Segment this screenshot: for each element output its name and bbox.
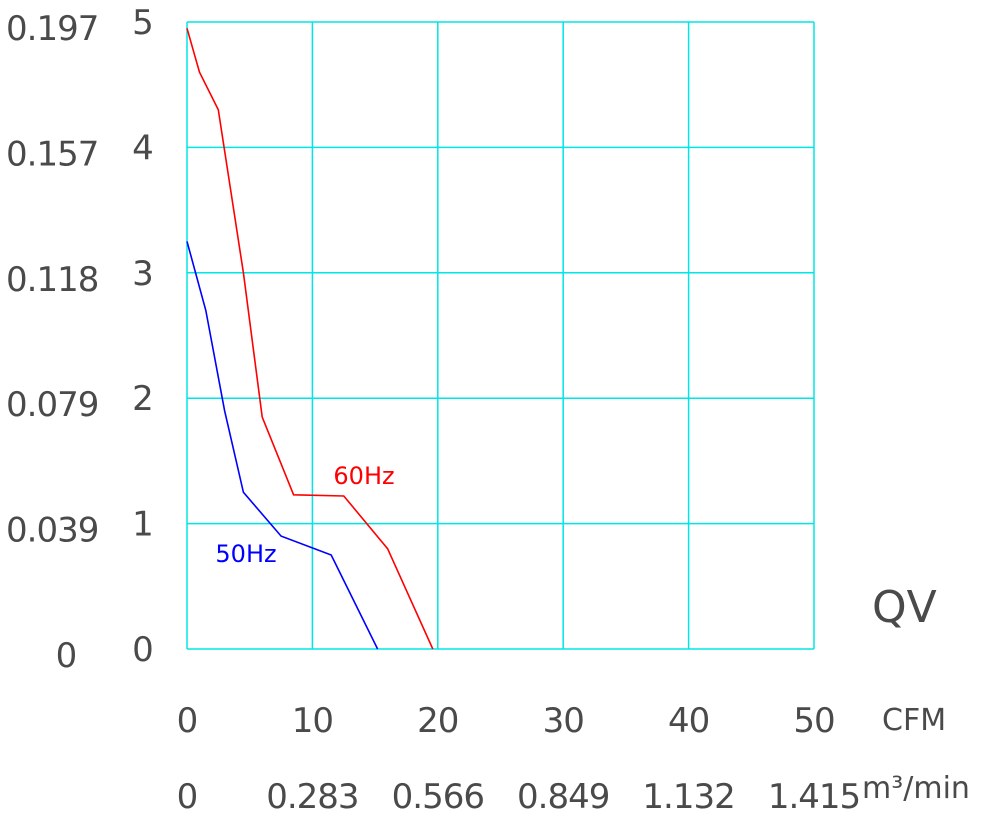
y-secondary-tick-label: 0	[56, 636, 77, 676]
y-secondary-tick-label: 0.197	[6, 9, 98, 49]
series-line-50hz	[186, 241, 379, 650]
y-tick-label: 5	[132, 3, 154, 43]
y-tick-label: 1	[132, 505, 154, 545]
x-unit-label: CFM	[882, 703, 946, 738]
x-tick-label: 20	[417, 701, 458, 741]
y-tick-label: 2	[132, 379, 154, 419]
y-tick-label: 4	[132, 128, 154, 168]
series-lines	[186, 28, 434, 650]
x-secondary-tick-label: 0.849	[517, 777, 609, 817]
series-label-50hz: 50Hz	[215, 540, 276, 568]
x-secondary-tick-label: 0.283	[266, 777, 358, 817]
x-secondary-tick-label: 1.132	[642, 777, 734, 817]
y-tick-label: 0	[132, 630, 154, 670]
x-tick-label: 0	[177, 701, 198, 741]
x-tick-label: 50	[793, 701, 834, 741]
x-secondary-unit-label: m³/min	[862, 771, 970, 806]
series-line-60hz	[186, 28, 434, 650]
x-secondary-tick-label: 1.415	[768, 777, 860, 817]
y-secondary-tick-label: 0.157	[6, 134, 98, 174]
y-secondary-tick-label: 0.079	[6, 385, 98, 425]
series-label-60hz: 60Hz	[333, 462, 394, 490]
y-secondary-tick-label: 0.118	[6, 260, 98, 300]
x-tick-label: 30	[543, 701, 584, 741]
y-secondary-tick-label: 0.039	[6, 511, 98, 551]
x-secondary-tick-label: 0	[177, 777, 198, 817]
x-tick-label: 40	[668, 701, 709, 741]
x-tick-label: 10	[292, 701, 333, 741]
y-tick-label: 3	[132, 254, 154, 294]
qv-label: QV	[872, 582, 937, 633]
x-secondary-tick-label: 0.566	[392, 777, 484, 817]
grid	[186, 21, 815, 650]
